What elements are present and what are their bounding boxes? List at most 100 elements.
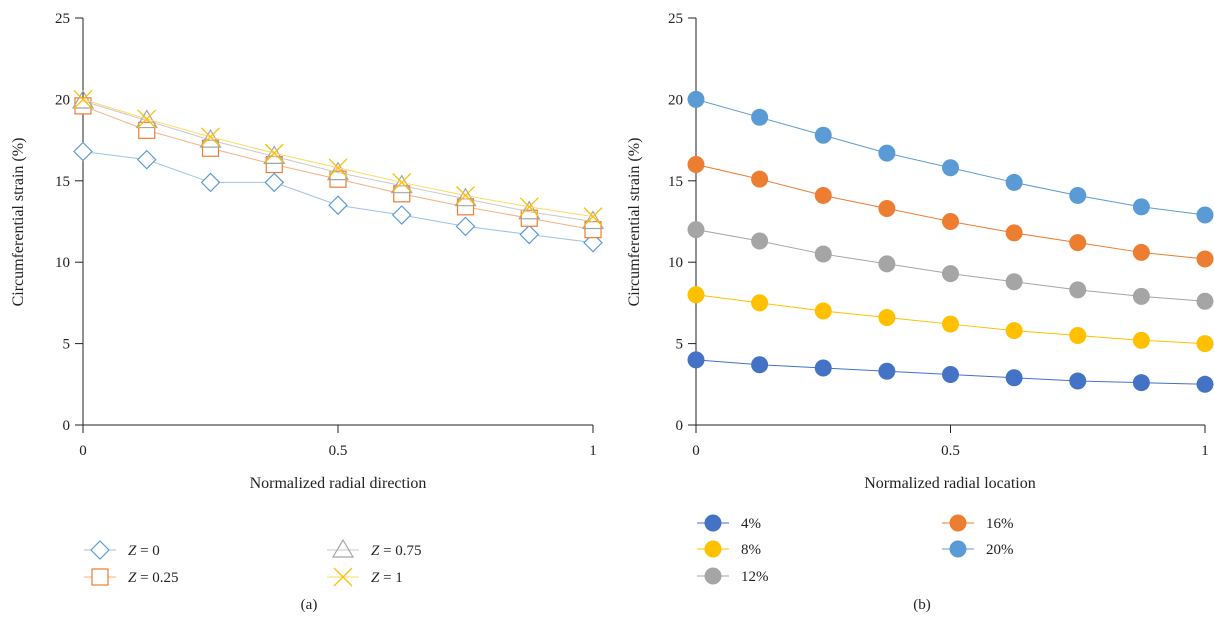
data-point	[1196, 292, 1214, 310]
data-point	[263, 145, 286, 164]
series-line	[695, 164, 1206, 260]
data-point	[455, 216, 476, 237]
legend-marker	[331, 538, 355, 558]
x-tick-label: 1	[589, 443, 597, 459]
legend-label: Z = 0	[128, 543, 160, 559]
data-point	[751, 294, 769, 312]
data-point	[328, 195, 348, 216]
data-point	[200, 172, 221, 193]
y-tick-label: 15	[668, 174, 683, 190]
y-tick-label: 25	[55, 11, 70, 27]
data-point	[1132, 198, 1150, 216]
data-point	[878, 362, 896, 380]
data-point	[584, 221, 602, 239]
data-point	[878, 199, 896, 217]
data-point	[942, 159, 959, 177]
data-point	[201, 127, 220, 147]
data-point	[1005, 224, 1023, 242]
series-1	[73, 141, 603, 253]
panel-label: (a)	[301, 597, 318, 613]
series-line	[82, 100, 594, 222]
data-point	[454, 187, 477, 207]
data-point	[942, 315, 959, 333]
data-point	[1196, 375, 1214, 393]
y-tick-label: 20	[668, 92, 683, 108]
data-point	[135, 109, 158, 129]
data-point	[264, 172, 285, 193]
data-point	[751, 232, 769, 250]
legend-entry: 12%	[697, 567, 769, 585]
data-point	[1196, 206, 1214, 224]
data-point	[1196, 335, 1214, 353]
series-line	[695, 98, 1206, 216]
data-point	[1132, 331, 1150, 349]
data-point	[942, 265, 959, 283]
data-point	[518, 200, 541, 220]
legend-label: 12%	[741, 569, 769, 585]
data-point	[1005, 173, 1023, 191]
panel-b: 0 5 10 15 20 25 0 0.5 1 Circumferential strain (%…	[626, 11, 1214, 613]
panel-label: (b)	[913, 597, 931, 613]
data-point	[814, 359, 832, 377]
data-point	[687, 90, 705, 108]
series-4	[73, 89, 603, 227]
data-point	[519, 197, 539, 217]
y-tick-label: 25	[668, 11, 683, 27]
legend: 4% 8% 12% 16% 20%	[697, 514, 1014, 585]
legend-marker	[91, 568, 109, 586]
data-point	[73, 89, 93, 109]
data-point	[138, 121, 156, 139]
legend-entry: Z = 0	[84, 540, 160, 560]
data-point	[1069, 372, 1087, 390]
data-point	[1196, 250, 1214, 268]
data-point	[814, 126, 832, 144]
x-axis-title: Normalized radial location	[864, 475, 1035, 492]
x-tick-label: 0	[79, 443, 87, 459]
legend-entry: 20%	[942, 540, 1014, 558]
data-point	[328, 158, 348, 178]
data-point	[1005, 322, 1023, 340]
data-point	[264, 143, 284, 163]
data-point	[581, 210, 605, 230]
legend-label: 4%	[741, 516, 761, 532]
y-tick-label: 15	[55, 174, 70, 190]
data-point	[1069, 326, 1087, 344]
series-4	[687, 156, 1214, 268]
legend-entry: 4%	[697, 514, 761, 532]
legend-marker	[704, 540, 722, 558]
series-1	[687, 351, 1214, 393]
data-point	[136, 149, 157, 170]
data-point	[1132, 243, 1150, 261]
data-point	[583, 207, 603, 227]
x-tick-label: 1	[1201, 443, 1209, 459]
legend-label: Z = 0.25	[128, 570, 179, 586]
data-point	[878, 309, 896, 327]
data-point	[878, 255, 896, 273]
x-tick-label: 0.5	[329, 443, 348, 459]
legend-marker	[949, 514, 967, 532]
x-tick-label: 0.5	[941, 443, 960, 459]
data-point	[687, 221, 705, 239]
series-5	[687, 90, 1214, 224]
data-point	[519, 224, 540, 245]
series-2	[687, 286, 1214, 353]
data-point	[456, 185, 475, 205]
legend-entry: 8%	[697, 540, 761, 558]
data-point	[392, 172, 412, 192]
data-point	[878, 144, 896, 162]
data-point	[391, 205, 412, 225]
legend-marker	[90, 540, 110, 560]
data-point	[71, 89, 95, 109]
legend-entry: 16%	[942, 514, 1014, 532]
data-point	[814, 245, 832, 263]
data-point	[1069, 234, 1087, 252]
data-point	[942, 213, 959, 230]
legend-entry: Z = 0.75	[327, 538, 422, 559]
legend-label: Z = 1	[371, 570, 403, 586]
data-point	[687, 351, 705, 369]
data-point	[1005, 273, 1023, 291]
data-point	[942, 366, 959, 384]
legend-label: 16%	[986, 516, 1014, 532]
data-point	[814, 186, 832, 204]
